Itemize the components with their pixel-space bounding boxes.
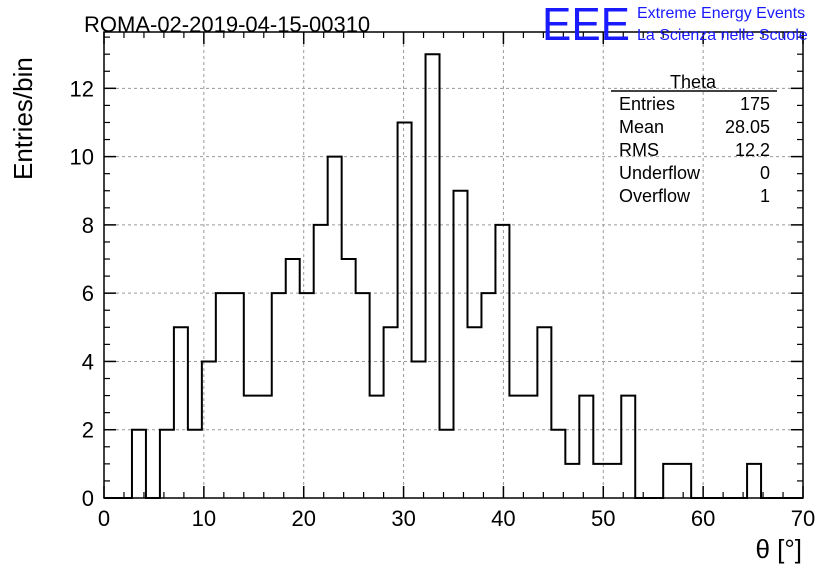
x-axis-title: θ [°] [755,534,802,564]
histogram-bin [677,464,691,498]
y-tick-label: 6 [82,281,94,306]
histogram-bin [216,293,230,498]
histogram-bin [467,327,481,498]
histogram-bin [174,327,188,498]
histogram-bin [160,430,174,498]
histogram-bin [565,464,579,498]
y-tick-label: 0 [82,486,94,511]
x-tick-label: 70 [791,506,815,531]
histogram-bin [663,464,677,498]
histogram-bin [244,396,258,498]
logo-line-2: La Scienza nelle Scuole [637,27,808,44]
histogram-bin [537,327,551,498]
x-tick-label: 50 [591,506,615,531]
histogram-bin [328,157,342,498]
y-tick-label: 12 [70,76,94,101]
stats-value-overflow: 1 [760,186,770,206]
histogram-bin [356,293,370,498]
histogram-bin [286,259,300,498]
histogram-bin [607,464,621,498]
stats-label-mean: Mean [619,117,664,137]
histogram-bin [440,430,454,498]
stats-value-underflow: 0 [760,163,770,183]
histogram-bin [593,464,607,498]
y-tick-label: 4 [82,349,94,374]
y-tick-label: 10 [70,145,94,170]
stats-label-entries: Entries [619,94,675,114]
histogram-bin [495,225,509,498]
stats-box: Theta Entries 175 Mean 28.05 RMS 12.2 Un… [611,72,777,206]
histogram-bin [132,430,146,498]
stats-box-title: Theta [670,72,717,92]
stats-value-entries: 175 [740,94,770,114]
histogram-bin [747,464,761,498]
plot-frame [103,31,804,499]
histogram-bin [314,225,328,498]
histogram-bin [342,259,356,498]
stats-label-rms: RMS [619,140,659,160]
histogram-bin [551,430,565,498]
histogram-bin [523,396,537,498]
x-tick-label: 40 [491,506,515,531]
histogram-bin [384,327,398,498]
x-tick-label: 10 [192,506,216,531]
run-title: ROMA-02-2019-04-15-00310 [84,12,370,37]
histogram-bin [230,293,244,498]
histogram-bin [412,361,426,498]
histogram-bin [621,396,635,498]
x-tick-label: 0 [98,506,110,531]
stats-value-mean: 28.05 [725,117,770,137]
histogram-bin [272,293,286,498]
x-tick-label: 60 [691,506,715,531]
histogram-bin [426,54,440,498]
histogram-bin [481,293,495,498]
histogram-bin [188,430,202,498]
histogram-bin [398,122,412,498]
histogram-bin [258,396,272,498]
histogram-bin [579,396,593,498]
histogram-bin [509,396,523,498]
x-tick-label: 20 [291,506,315,531]
stats-label-underflow: Underflow [619,163,701,183]
y-axis-title: Entries/bin [8,57,38,180]
stats-label-overflow: Overflow [619,186,691,206]
y-tick-label: 8 [82,213,94,238]
histogram-bin [202,361,216,498]
y-tick-label: 2 [82,418,94,443]
histogram-bin [454,191,468,498]
histogram-bin [300,293,314,498]
x-tick-label: 30 [391,506,415,531]
logo-mark: EEE [542,0,630,50]
stats-value-rms: 12.2 [735,140,770,160]
logo-line-1: Extreme Energy Events [637,5,805,22]
histogram-bin [370,396,384,498]
